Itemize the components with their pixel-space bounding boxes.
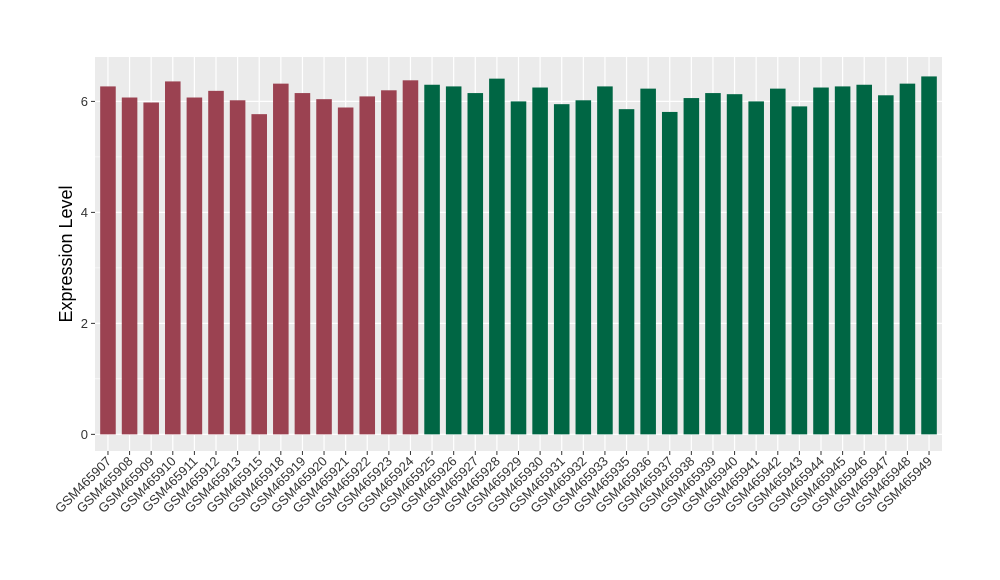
y-axis-title: Expression Level [56, 185, 76, 322]
bar-GSM465949 [921, 76, 937, 435]
bar-GSM465909 [143, 102, 159, 435]
bar-GSM465910 [165, 81, 181, 435]
y-tick-label: 6 [81, 94, 88, 109]
y-axis: 0 2 4 6 [81, 94, 95, 442]
bar-GSM465908 [121, 97, 138, 435]
bar-GSM465941 [748, 101, 764, 435]
bar-GSM465926 [445, 86, 462, 435]
bar-GSM465940 [726, 94, 743, 435]
bar-GSM465939 [705, 93, 721, 435]
y-tick-label: 4 [81, 205, 88, 220]
bar-GSM465936 [640, 88, 656, 435]
bar-GSM465928 [489, 78, 505, 435]
bar-GSM465946 [856, 84, 872, 435]
bar-GSM465918 [273, 83, 289, 435]
bar-GSM465932 [575, 100, 592, 435]
bar-GSM465915 [251, 114, 267, 435]
bar-GSM465933 [597, 86, 613, 435]
bar-GSM465912 [208, 90, 224, 435]
bar-GSM465929 [510, 101, 527, 435]
bar-GSM465930 [532, 87, 548, 435]
bar-GSM465927 [467, 93, 484, 435]
bar-GSM465925 [424, 84, 440, 435]
bars [100, 76, 937, 435]
y-tick-label: 2 [81, 316, 88, 331]
bar-GSM465945 [834, 86, 851, 435]
bar-GSM465919 [294, 93, 311, 435]
bar-GSM465911 [186, 97, 203, 435]
bar-GSM465922 [359, 96, 376, 435]
x-axis: GSM465907GSM465908GSM465909GSM465910GSM4… [52, 451, 935, 516]
bar-GSM465924 [402, 80, 419, 435]
bar-GSM465907 [100, 86, 116, 435]
bar-GSM465931 [553, 104, 570, 435]
y-tick-label: 0 [81, 427, 88, 442]
bar-GSM465920 [316, 99, 332, 435]
bar-GSM465944 [813, 87, 829, 435]
bar-GSM465921 [337, 107, 354, 435]
bar-GSM465937 [661, 111, 678, 435]
bar-GSM465913 [229, 100, 246, 435]
bar-GSM465935 [618, 109, 635, 435]
bar-GSM465923 [381, 90, 397, 435]
bar-GSM465938 [683, 98, 700, 435]
bar-GSM465948 [899, 83, 916, 435]
bar-GSM465943 [791, 106, 808, 435]
bar-GSM465942 [770, 88, 786, 435]
bar-GSM465947 [878, 95, 894, 435]
